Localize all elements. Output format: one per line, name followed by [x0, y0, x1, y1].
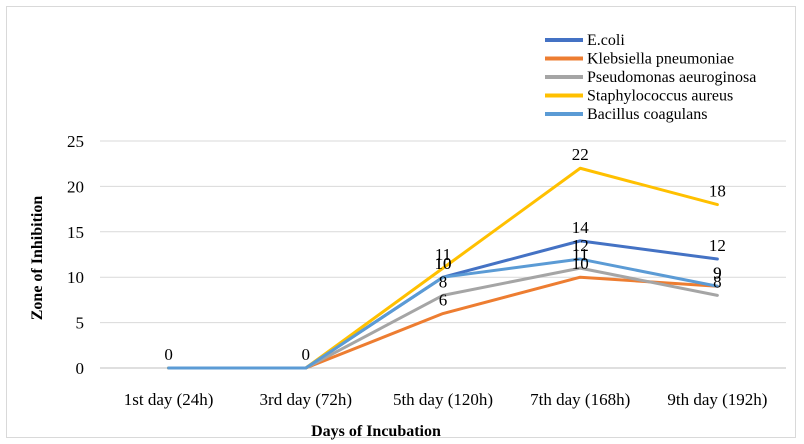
data-label: 9	[713, 263, 722, 282]
data-label: 12	[572, 236, 589, 255]
legend-label: Klebsiella pneumoniae	[587, 51, 734, 68]
x-axis-ticks: 1st day (24h) 3rd day (72h) 5th day (120h)…	[124, 390, 768, 409]
chart-frame	[6, 6, 796, 438]
y-tick-label: 25	[67, 132, 84, 151]
data-label: 0	[164, 345, 173, 364]
data-label: 18	[709, 182, 726, 201]
x-tick-label: 5th day (120h)	[393, 390, 493, 409]
y-tick-label: 5	[76, 314, 85, 333]
y-axis-title: Zone of Inhibition	[29, 196, 46, 321]
legend-label: Bacillus coagulans	[587, 106, 707, 123]
data-label: 0	[302, 345, 311, 364]
legend-label: E.coli	[587, 32, 625, 49]
x-tick-label: 1st day (24h)	[124, 390, 214, 409]
x-axis-title: Days of Incubation	[311, 423, 441, 440]
data-label: 22	[572, 145, 589, 164]
series-line	[167, 257, 719, 370]
y-axis-ticks: 0 5 10 15 20 25	[67, 132, 84, 378]
series-lines	[167, 166, 719, 370]
legend-label: Pseudomonas aeuroginosa	[587, 69, 756, 86]
data-label: 10	[435, 254, 452, 273]
data-label: 10	[572, 254, 589, 273]
x-tick-label: 7th day (168h)	[530, 390, 630, 409]
y-tick-label: 0	[76, 359, 85, 378]
data-label: 8	[439, 272, 448, 291]
data-label: 11	[435, 245, 451, 264]
x-tick-label: 9th day (192h)	[667, 390, 767, 409]
data-label: 14	[572, 218, 590, 237]
data-label: 12	[709, 236, 726, 255]
data-label: 11	[572, 245, 588, 264]
y-tick-label: 20	[67, 177, 84, 196]
data-label: 8	[713, 272, 722, 291]
data-label: 6	[439, 291, 448, 310]
x-tick-label: 3rd day (72h)	[260, 390, 353, 409]
data-label: 9	[713, 263, 722, 282]
legend-label: Staphylococcus aureus	[587, 88, 733, 105]
y-tick-label: 15	[67, 223, 84, 242]
y-tick-label: 10	[67, 268, 84, 287]
data-label: 10	[435, 254, 452, 273]
